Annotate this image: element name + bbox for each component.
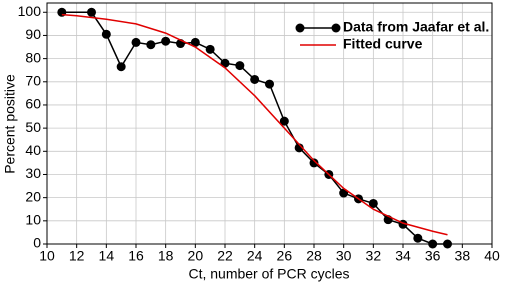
- data-point: [190, 37, 200, 47]
- data-point: [205, 44, 215, 54]
- x-tick-label: 22: [217, 248, 233, 264]
- data-point: [265, 79, 274, 89]
- legend-marker: [331, 23, 341, 33]
- x-tick-label: 20: [188, 248, 204, 264]
- y-tick-label: 50: [25, 119, 41, 135]
- y-tick-label: 60: [25, 96, 41, 112]
- x-tick-label: 28: [306, 248, 322, 264]
- data-point: [146, 40, 156, 50]
- x-tick-label: 24: [247, 248, 263, 264]
- x-tick-label: 14: [99, 248, 115, 264]
- x-tick-label: 36: [425, 248, 441, 264]
- x-axis-label: Ct, number of PCR cycles: [188, 266, 349, 282]
- x-tick-label: 18: [158, 248, 174, 264]
- data-point: [116, 62, 126, 72]
- y-tick-label: 70: [25, 72, 41, 88]
- data-point: [279, 116, 289, 126]
- x-tick-label: 34: [395, 248, 411, 264]
- x-tick-label: 32: [366, 248, 382, 264]
- data-point: [87, 7, 96, 17]
- y-tick-label: 80: [25, 49, 41, 65]
- data-point: [131, 37, 141, 47]
- y-tick-label: 20: [25, 188, 41, 204]
- y-tick-label: 90: [25, 26, 41, 42]
- data-point: [413, 233, 423, 243]
- data-point: [368, 198, 378, 208]
- y-tick-label: 40: [25, 142, 41, 158]
- x-tick-label: 40: [484, 248, 500, 264]
- y-tick-label: 10: [25, 212, 41, 228]
- data-point: [309, 158, 319, 168]
- series-line: [61, 13, 448, 236]
- x-tick-label: 12: [69, 248, 85, 264]
- x-tick-label: 30: [336, 248, 352, 264]
- data-point: [428, 239, 438, 249]
- y-tick-label: 30: [25, 165, 41, 181]
- plot-area: [47, 3, 492, 244]
- legend-label: Fitted curve: [343, 36, 423, 52]
- y-tick-label: 0: [33, 235, 41, 251]
- x-tick-label: 38: [455, 248, 471, 264]
- plot-frame: [46, 2, 493, 245]
- data-point: [235, 61, 245, 71]
- data-point: [294, 143, 304, 153]
- data-point: [161, 36, 171, 46]
- x-tick-label: 26: [277, 248, 293, 264]
- y-tick-label: 100: [18, 3, 42, 19]
- legend-marker: [295, 23, 305, 33]
- legend-label: Data from Jaafar et al.: [343, 19, 489, 35]
- x-tick-label: 16: [128, 248, 144, 264]
- y-axis-label: Percent positive: [2, 74, 18, 174]
- data-point: [101, 29, 111, 39]
- data-point: [443, 239, 452, 249]
- x-tick-label: 10: [39, 248, 55, 264]
- data-point: [250, 74, 260, 84]
